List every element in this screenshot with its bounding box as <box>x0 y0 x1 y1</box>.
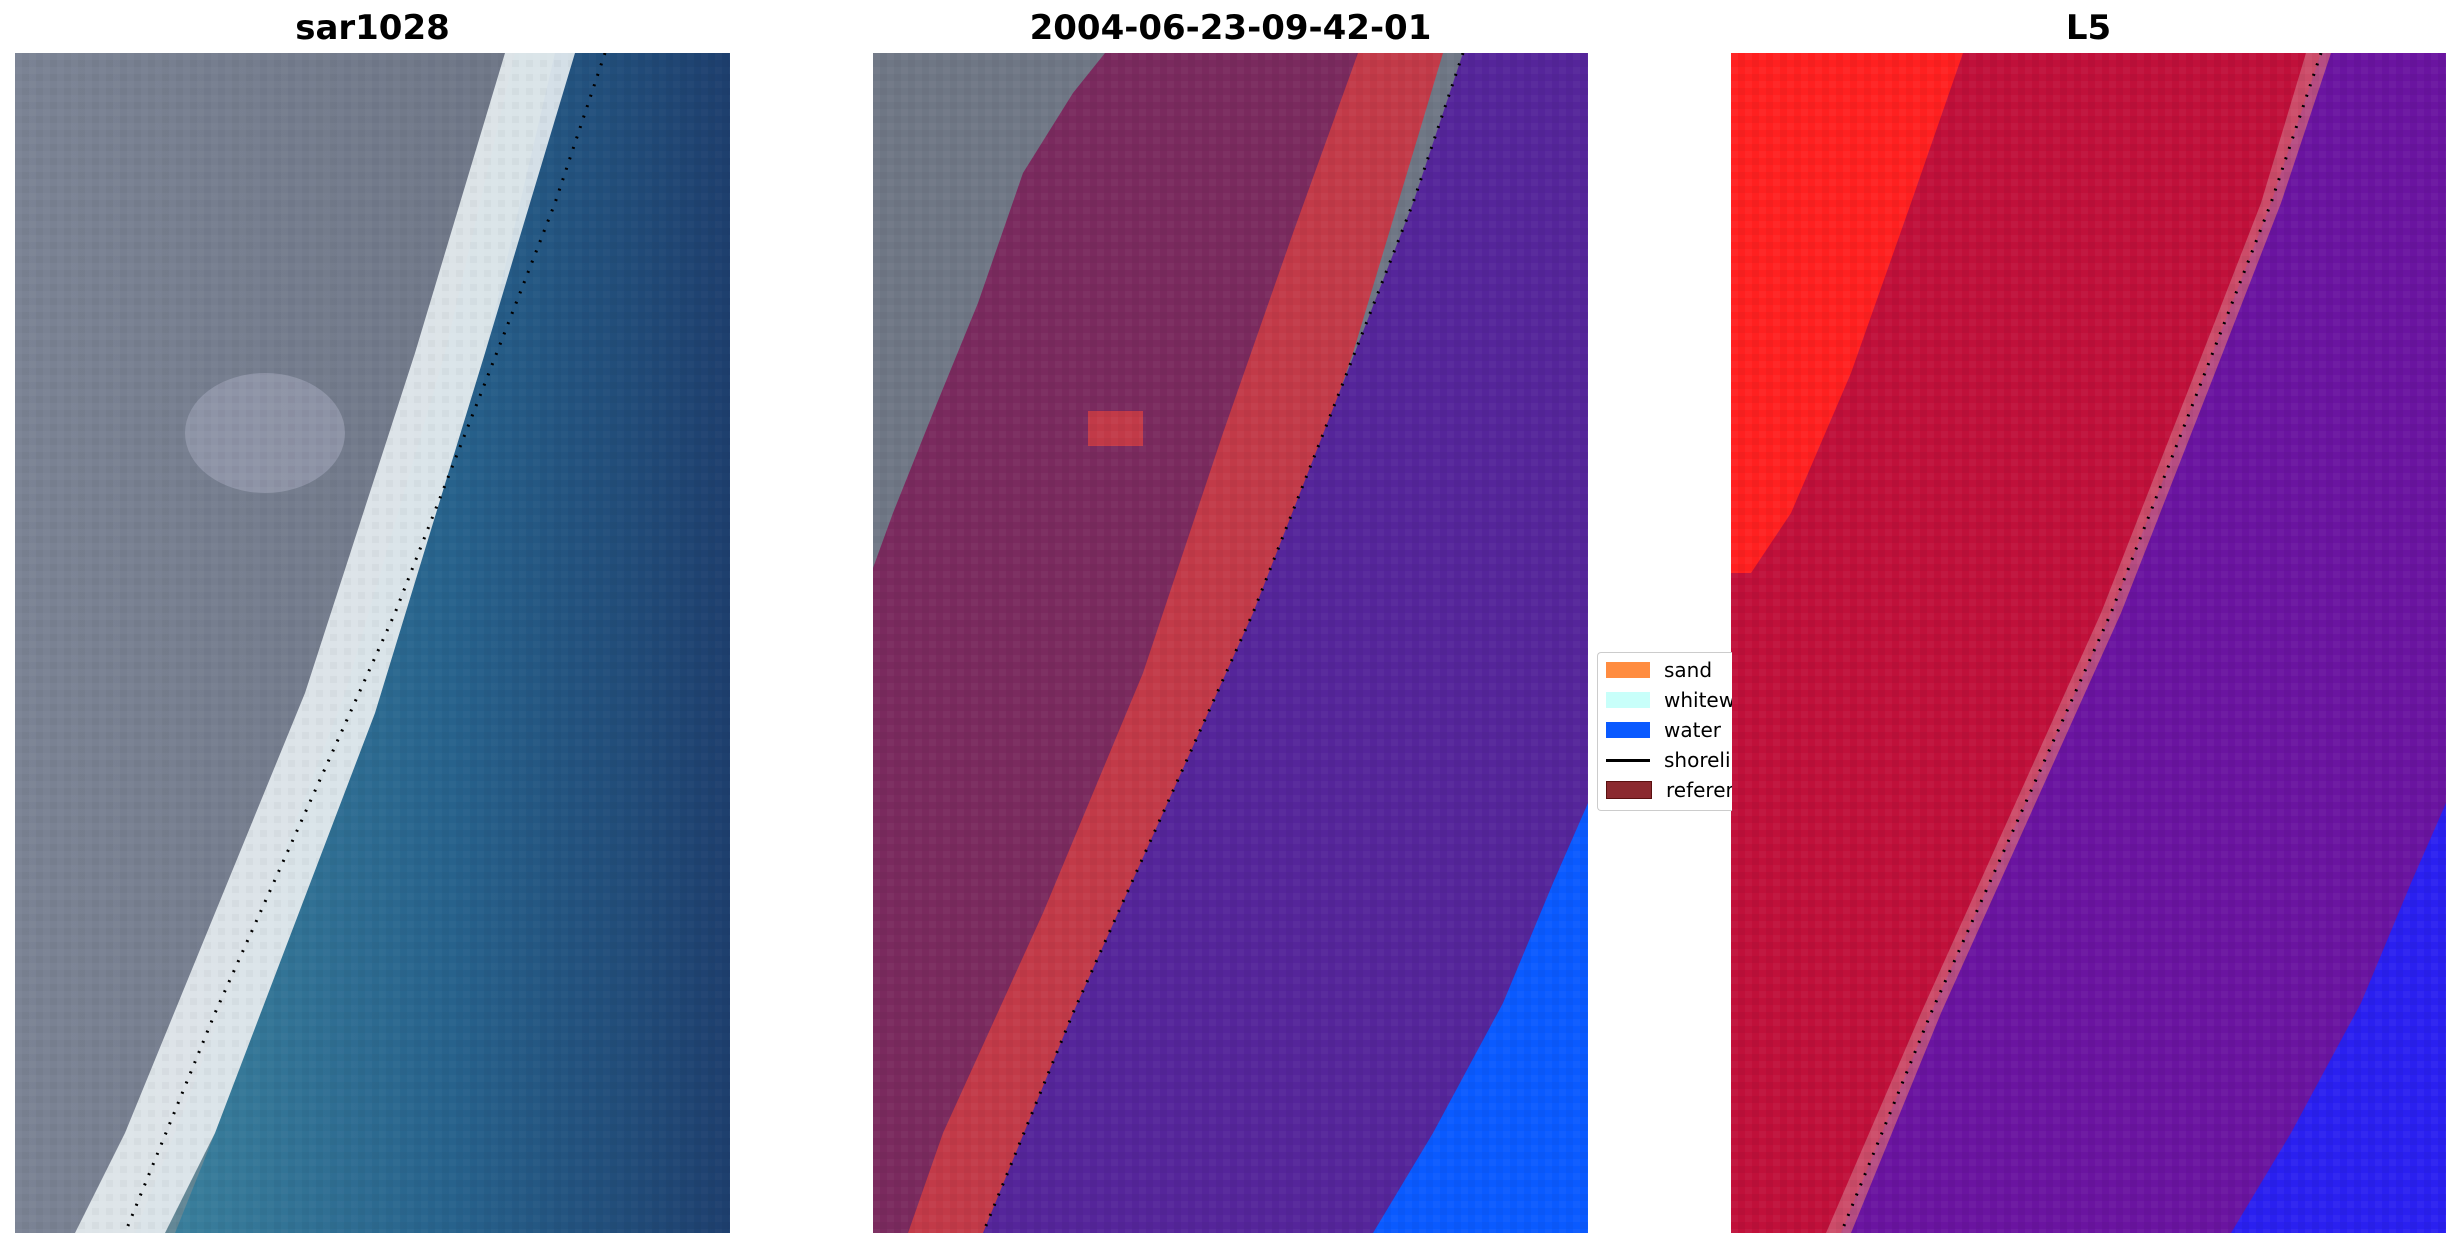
legend-item-reference: reference <box>1606 777 1732 803</box>
sand-swatch <box>1606 662 1650 678</box>
legend-item-shoreline: shoreline <box>1606 747 1732 773</box>
classification-panel <box>873 53 1588 1233</box>
panel-title-index: L5 <box>2065 8 2112 48</box>
shoreline-line-swatch <box>1606 758 1650 762</box>
index-panel <box>1731 53 2446 1233</box>
legend-item-water: water <box>1606 717 1721 743</box>
panel-title-classification: 2004-06-23-09-42-01 <box>1029 8 1432 48</box>
legend-item-sand: sand <box>1606 657 1712 683</box>
panel-title-rgb: sar1028 <box>295 8 450 48</box>
reference-swatch <box>1606 781 1652 799</box>
legend-label: shoreline <box>1664 748 1732 772</box>
legend-label: water <box>1664 718 1721 742</box>
water-swatch <box>1606 722 1650 738</box>
rgb-image-panel <box>15 53 730 1233</box>
whitewater-swatch <box>1606 692 1650 708</box>
legend-label: reference <box>1666 778 1732 802</box>
index-image <box>1731 53 2446 1233</box>
rgb-image <box>15 53 730 1233</box>
classification-image <box>873 53 1588 1233</box>
legend-label: sand <box>1664 658 1713 682</box>
